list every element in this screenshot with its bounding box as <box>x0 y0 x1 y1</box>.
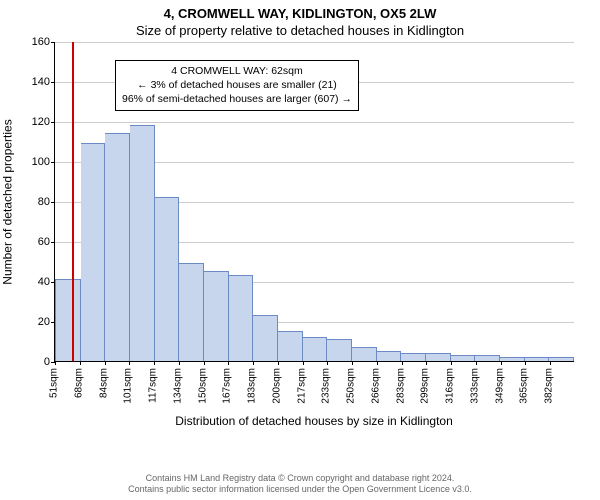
histogram-bar <box>105 133 130 361</box>
histogram-bar <box>55 279 81 361</box>
histogram-bar <box>549 357 574 361</box>
x-tick-mark <box>550 361 551 365</box>
x-tick-label: 266sqm <box>370 368 381 404</box>
marker-line <box>72 42 74 361</box>
histogram-bar <box>229 275 254 361</box>
x-tick-label: 167sqm <box>222 368 233 404</box>
histogram-bar <box>155 197 180 361</box>
info-line2: ← 3% of detached houses are smaller (21) <box>122 78 352 92</box>
histogram-bar <box>525 357 550 361</box>
x-tick-label: 101sqm <box>123 368 134 404</box>
histogram-bar <box>401 353 426 361</box>
y-tick-label: 160 <box>6 36 50 48</box>
histogram-bar <box>204 271 229 361</box>
x-tick-label: 200sqm <box>271 368 282 404</box>
y-tick-label: 0 <box>6 356 50 368</box>
plot-area: 4 CROMWELL WAY: 62sqm ← 3% of detached h… <box>54 42 574 362</box>
x-tick-mark <box>352 361 353 365</box>
x-tick-mark <box>80 361 81 365</box>
x-tick-mark <box>204 361 205 365</box>
x-tick-mark <box>129 361 130 365</box>
x-tick-mark <box>154 361 155 365</box>
y-tick-mark <box>51 162 55 163</box>
x-tick-label: 233sqm <box>321 368 332 404</box>
footer-line1: Contains HM Land Registry data © Crown c… <box>0 473 600 485</box>
x-tick-mark <box>105 361 106 365</box>
x-tick-label: 382sqm <box>544 368 555 404</box>
y-tick-mark <box>51 322 55 323</box>
histogram-bar <box>500 357 525 361</box>
y-tick-label: 60 <box>6 236 50 248</box>
x-tick-mark <box>228 361 229 365</box>
x-tick-mark <box>303 361 304 365</box>
histogram-bar <box>475 355 500 361</box>
info-box: 4 CROMWELL WAY: 62sqm ← 3% of detached h… <box>115 60 359 111</box>
x-tick-label: 51sqm <box>49 368 60 398</box>
histogram-bar <box>327 339 352 361</box>
x-tick-mark <box>327 361 328 365</box>
page-title-line1: 4, CROMWELL WAY, KIDLINGTON, OX5 2LW <box>0 0 600 21</box>
histogram-bar <box>426 353 451 361</box>
x-axis-title: Distribution of detached houses by size … <box>54 414 574 428</box>
x-tick-mark <box>179 361 180 365</box>
histogram-bar <box>303 337 328 361</box>
x-tick-mark <box>55 361 56 365</box>
page-title-line2: Size of property relative to detached ho… <box>0 21 600 38</box>
histogram-bar <box>253 315 278 361</box>
histogram-bar <box>179 263 204 361</box>
x-tick-label: 217sqm <box>296 368 307 404</box>
x-tick-label: 84sqm <box>98 368 109 398</box>
y-tick-mark <box>51 282 55 283</box>
y-tick-mark <box>51 202 55 203</box>
info-line3: 96% of semi-detached houses are larger (… <box>122 92 352 106</box>
x-tick-mark <box>402 361 403 365</box>
footer: Contains HM Land Registry data © Crown c… <box>0 473 600 496</box>
x-tick-label: 183sqm <box>247 368 258 404</box>
x-tick-mark <box>451 361 452 365</box>
histogram-bar <box>451 355 476 361</box>
x-tick-mark <box>501 361 502 365</box>
y-tick-label: 40 <box>6 276 50 288</box>
x-tick-mark <box>525 361 526 365</box>
x-tick-label: 68sqm <box>73 368 84 398</box>
x-tick-label: 283sqm <box>395 368 406 404</box>
x-tick-mark <box>377 361 378 365</box>
x-tick-mark <box>278 361 279 365</box>
histogram-bar <box>81 143 106 361</box>
chart-container: Number of detached properties 4 CROMWELL… <box>0 42 600 432</box>
y-tick-mark <box>51 122 55 123</box>
info-line1: 4 CROMWELL WAY: 62sqm <box>122 64 352 78</box>
x-tick-mark <box>476 361 477 365</box>
x-tick-label: 316sqm <box>445 368 456 404</box>
x-tick-mark <box>253 361 254 365</box>
x-tick-label: 150sqm <box>197 368 208 404</box>
x-tick-label: 299sqm <box>420 368 431 404</box>
x-tick-label: 365sqm <box>519 368 530 404</box>
x-tick-mark <box>426 361 427 365</box>
histogram-bar <box>352 347 377 361</box>
x-tick-label: 134sqm <box>172 368 183 404</box>
y-tick-label: 140 <box>6 76 50 88</box>
footer-line2: Contains public sector information licen… <box>0 484 600 496</box>
y-tick-label: 20 <box>6 316 50 328</box>
y-tick-label: 100 <box>6 156 50 168</box>
x-tick-label: 250sqm <box>346 368 357 404</box>
x-tick-label: 333sqm <box>469 368 480 404</box>
histogram-bar <box>377 351 402 361</box>
y-tick-mark <box>51 242 55 243</box>
y-tick-label: 80 <box>6 196 50 208</box>
histogram-bar <box>130 125 155 361</box>
y-tick-label: 120 <box>6 116 50 128</box>
histogram-bar <box>278 331 303 361</box>
x-tick-label: 117sqm <box>148 368 159 403</box>
y-tick-mark <box>51 82 55 83</box>
x-tick-label: 349sqm <box>494 368 505 404</box>
y-tick-mark <box>51 42 55 43</box>
